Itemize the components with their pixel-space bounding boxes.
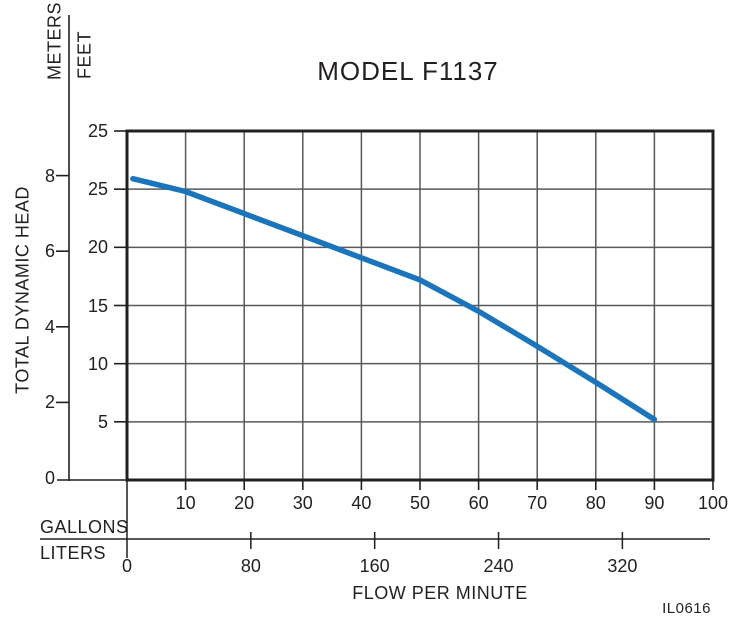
gallons-row-label: GALLONS: [40, 517, 129, 537]
liters-row-label: LITERS: [40, 543, 107, 563]
chart-title: MODEL F1137: [317, 56, 499, 86]
figure-code: IL0616: [662, 600, 711, 617]
pump-curve: [130, 175, 658, 423]
x-axis-title: FLOW PER MINUTE: [352, 583, 528, 603]
